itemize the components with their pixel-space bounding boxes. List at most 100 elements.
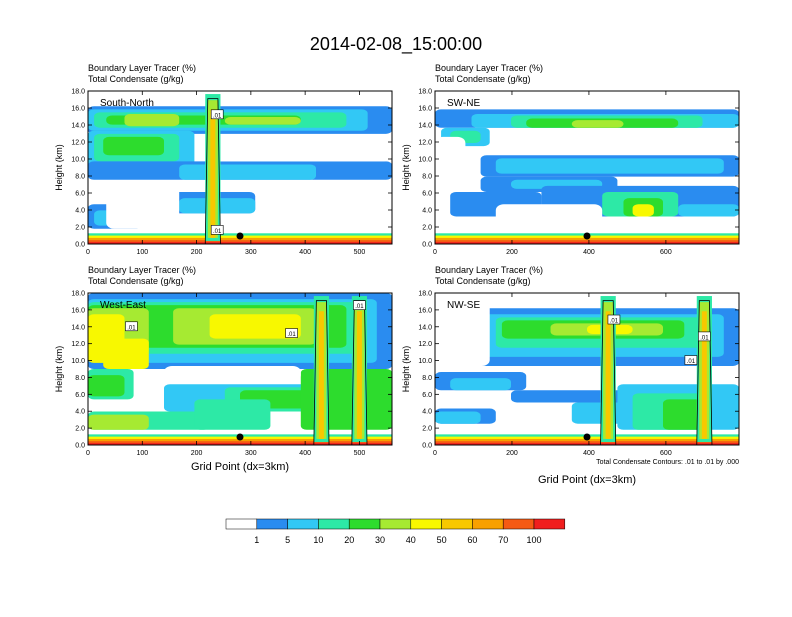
- plot-frame: [434, 292, 740, 446]
- condensate-contour: [600, 300, 617, 445]
- field-band: [495, 158, 724, 174]
- panel-title-line2: Total Condensate (g/kg): [88, 276, 184, 286]
- field-band: [571, 120, 624, 128]
- colorbar-label: 1: [254, 535, 259, 545]
- clear-region: [495, 130, 739, 153]
- boundary-layer: [88, 242, 392, 244]
- plot-area: [435, 91, 739, 244]
- field-band: [88, 414, 149, 430]
- contour-label: .01: [700, 335, 709, 341]
- clear-region: [435, 136, 466, 183]
- location-marker: [236, 433, 244, 441]
- y-tick-label: 8.0: [422, 174, 432, 181]
- panel-name: West-East: [100, 300, 146, 311]
- clear-region: [203, 136, 392, 162]
- y-tick-label: 2.0: [422, 225, 432, 232]
- contour-note: Total Condensate Contours: .01 to .01 by…: [596, 459, 739, 466]
- field-band: [88, 375, 125, 397]
- x-tick-label: 400: [583, 450, 595, 457]
- tower-core: [210, 109, 216, 238]
- field-band: [632, 204, 654, 217]
- x-tick-label: 500: [354, 249, 366, 256]
- contour-label: .01: [610, 319, 619, 325]
- field-band: [103, 136, 164, 156]
- x-tick-label: 200: [506, 450, 518, 457]
- y-tick-label: 18.0: [71, 89, 85, 96]
- panel-title-line1: Boundary Layer Tracer (%): [435, 265, 543, 275]
- panel-sw-ne: SW-NE 0.0 2.0 4.0 6.0 8.0 10.0 12.0 14.0 16.0 18.0…: [401, 89, 740, 256]
- field-band: [224, 117, 301, 125]
- location-marker: [236, 232, 244, 240]
- y-tick-label: 10.0: [418, 157, 432, 164]
- clear-region: [106, 185, 180, 229]
- y-tick-label: 8.0: [75, 174, 85, 181]
- x-tick-label: 400: [299, 249, 311, 256]
- plot-frame: [87, 292, 393, 446]
- field-band: [209, 314, 301, 339]
- y-tick-label: 12.0: [418, 140, 432, 147]
- colorbar-label: 20: [344, 535, 354, 545]
- contour-label-box: [684, 355, 698, 365]
- panel-nw-se: .01 .01 .01 NW-SE 0.0 2.0 4.0 6.0 8.0 10.0 12.0 14.…: [401, 291, 740, 457]
- panel-title-south-north: Boundary Layer Tracer (%) Total Condensa…: [88, 63, 196, 84]
- boundary-layer: [88, 443, 392, 445]
- x-tick-label: 300: [245, 450, 257, 457]
- contour-label: .01: [213, 113, 222, 119]
- colorbar-swatch: [533, 518, 566, 530]
- colorbar-label: 50: [437, 535, 447, 545]
- x-tick-label: 100: [136, 450, 148, 457]
- y-tick-label: 6.0: [422, 392, 432, 399]
- field-band: [450, 378, 511, 391]
- clear-region: [264, 182, 392, 232]
- x-tick-label: 600: [660, 450, 672, 457]
- boundary-layer: [435, 240, 739, 244]
- panel-west-east: .01 .01 .01 West-East 0.0 2.0 4.0 6.0 8.0 10.0 12.…: [54, 291, 393, 457]
- y-tick-label: 2.0: [75, 426, 85, 433]
- colorbar-label: 70: [498, 535, 508, 545]
- boundary-layer: [88, 240, 392, 244]
- colorbar-swatch: [502, 518, 535, 530]
- plot-area: [88, 91, 392, 244]
- y-tick-label: 0.0: [75, 443, 85, 450]
- y-axis-label: Height (km): [401, 346, 411, 393]
- colorbar: 1 5 10 20 30 40 50 60 70 100: [225, 518, 566, 545]
- y-tick-label: 10.0: [418, 358, 432, 365]
- colorbar-label: 5: [285, 535, 290, 545]
- field-band: [194, 399, 271, 430]
- contour-label: .01: [213, 229, 222, 235]
- colorbar-label: 40: [406, 535, 416, 545]
- colorbar-swatch: [256, 518, 288, 530]
- panel-title-west-east: Boundary Layer Tracer (%) Total Condensa…: [88, 265, 196, 286]
- x-tick-label: 500: [354, 450, 366, 457]
- y-tick-label: 14.0: [71, 123, 85, 130]
- contour-label-box: [698, 331, 711, 342]
- panel-title-line1: Boundary Layer Tracer (%): [88, 265, 196, 275]
- y-tick-label: 16.0: [71, 307, 85, 314]
- panel-title-sw-ne: Boundary Layer Tracer (%) Total Condensa…: [435, 63, 543, 84]
- clear-region: [541, 369, 618, 388]
- contour-label-box: [125, 321, 138, 332]
- colorbar-label: 30: [375, 535, 385, 545]
- x-tick-label: 0: [433, 249, 437, 256]
- y-tick-label: 6.0: [422, 191, 432, 198]
- colorbar-swatch: [287, 518, 319, 530]
- colorbar-swatch: [318, 518, 350, 530]
- y-tick-label: 4.0: [75, 208, 85, 215]
- y-tick-label: 4.0: [422, 409, 432, 416]
- contour-label: .01: [687, 359, 696, 365]
- y-tick-label: 18.0: [418, 89, 432, 96]
- figure-title: 2014-02-08_15:00:00: [310, 34, 482, 55]
- boundary-layer: [435, 242, 739, 244]
- panel-title-line2: Total Condensate (g/kg): [435, 74, 531, 84]
- boundary-layer: [435, 443, 739, 445]
- clear-region: [435, 293, 490, 366]
- y-tick-label: 12.0: [71, 341, 85, 348]
- y-tick-label: 10.0: [71, 358, 85, 365]
- y-tick-label: 2.0: [75, 225, 85, 232]
- panel-south-north: .01 .01 South-North 0.0 2.0 4.0 6.0 8.0 10.0 12.0…: [54, 89, 393, 256]
- field-band: [124, 113, 180, 127]
- boundary-layer: [88, 441, 392, 445]
- location-marker: [583, 433, 591, 441]
- tower-core: [356, 311, 362, 439]
